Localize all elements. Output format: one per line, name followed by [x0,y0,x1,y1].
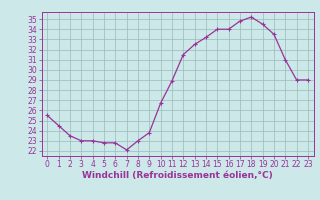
X-axis label: Windchill (Refroidissement éolien,°C): Windchill (Refroidissement éolien,°C) [82,171,273,180]
